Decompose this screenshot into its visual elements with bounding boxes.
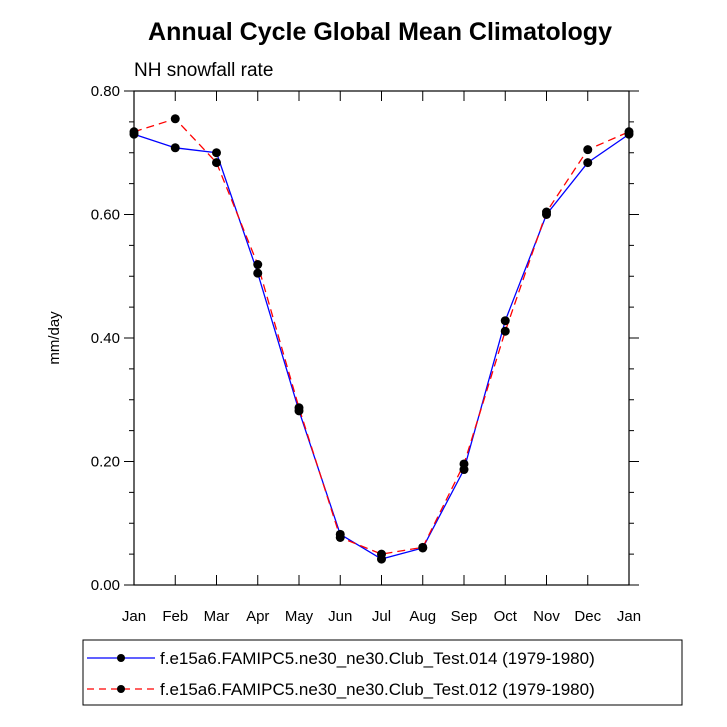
x-tick-label: Mar	[204, 608, 230, 625]
data-point-s0-9	[500, 316, 510, 326]
x-tick-label: Dec	[574, 608, 601, 625]
y-tick-label: 0.00	[91, 577, 120, 594]
x-tick-label: May	[285, 608, 314, 625]
x-tick-label: Oct	[494, 608, 518, 625]
legend-label-1: f.e15a6.FAMIPC5.ne30_ne30.Club_Test.012 …	[160, 680, 595, 699]
data-point-s0-1	[170, 143, 180, 153]
x-tick-label: Aug	[409, 608, 436, 625]
data-point-s1-2	[212, 158, 221, 168]
y-tick-label: 0.20	[91, 454, 120, 471]
y-tick-label: 0.60	[91, 207, 120, 224]
data-point-s0-11	[583, 158, 593, 168]
data-point-s1-1	[170, 114, 180, 124]
data-point-s1-12	[624, 127, 634, 137]
data-point-s1-5	[335, 532, 345, 542]
x-tick-label: Sep	[451, 608, 478, 625]
x-tick-label: Jan	[617, 608, 641, 625]
x-tick-label: Nov	[533, 608, 560, 625]
y-axis-label: mm/day	[46, 311, 63, 365]
data-point-s1-8	[459, 459, 469, 469]
x-tick-label: Feb	[162, 608, 188, 625]
data-point-s1-10	[542, 207, 551, 217]
data-point-s0-2	[212, 148, 221, 158]
data-point-s1-7	[418, 542, 428, 552]
x-tick-label: Jan	[122, 608, 146, 625]
y-tick-labels: 0.00 0.20 0.40 0.60 0.80	[91, 83, 120, 594]
plot-frame	[133, 90, 630, 586]
data-point-s1-9	[500, 326, 510, 336]
y-tick-label: 0.80	[91, 83, 120, 100]
data-point-s1-0	[129, 127, 139, 137]
series-group	[129, 114, 634, 564]
x-tick-labels: Jan Feb Mar Apr May Jun Jul Aug Sep Oct Nov Dec Jan	[122, 608, 641, 625]
series-line-1	[133, 118, 630, 555]
series-line-0	[133, 133, 630, 560]
legend-label-0: f.e15a6.FAMIPC5.ne30_ne30.Club_Test.014 …	[160, 649, 595, 668]
chart-subtitle: NH snowfall rate	[134, 60, 273, 81]
x-tick-label: Jul	[372, 608, 391, 625]
data-point-s1-11	[583, 145, 593, 155]
legend: f.e15a6.FAMIPC5.ne30_ne30.Club_Test.014 …	[82, 639, 683, 706]
x-tick-label: Jun	[328, 608, 352, 625]
x-tick-label: Apr	[246, 608, 269, 625]
legend-marker-0	[117, 654, 125, 662]
data-point-s1-6	[377, 549, 386, 559]
data-point-s1-4	[294, 403, 304, 413]
data-point-s1-3	[253, 260, 263, 270]
legend-box	[82, 639, 683, 706]
legend-marker-1	[117, 685, 125, 693]
chart-title: Annual Cycle Global Mean Climatology	[148, 18, 612, 46]
y-tick-label: 0.40	[91, 330, 120, 347]
axis-ticks	[124, 90, 639, 586]
data-point-s0-3	[253, 268, 263, 278]
